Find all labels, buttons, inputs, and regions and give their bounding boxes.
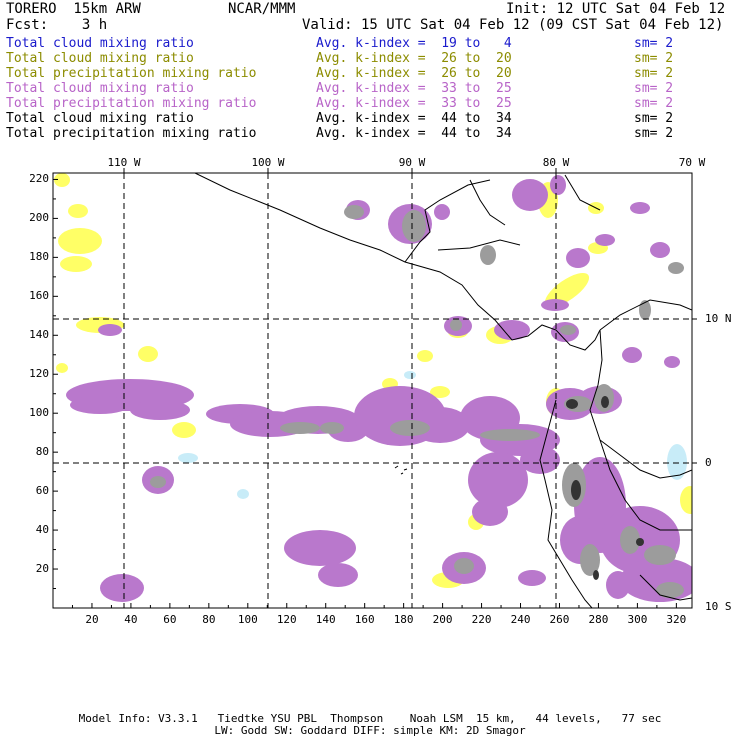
frame-ticks: [53, 168, 697, 608]
latitude-label: 0: [705, 456, 712, 469]
legend-smoothing: sm= 2: [634, 81, 674, 96]
y-grid-tick-label: 220: [29, 172, 49, 186]
x-grid-tick-label: 260: [549, 613, 570, 626]
x-grid-tick-label: 120: [276, 613, 297, 626]
gray-cloud-areas: [150, 205, 684, 598]
legend-field: Total cloud mixing ratio: [6, 81, 194, 96]
longitude-label: 110 W: [107, 156, 141, 169]
y-grid-tick-label: 140: [29, 328, 49, 342]
x-grid-tick-label: 280: [588, 613, 609, 626]
legend-kindex: Avg. k-index = 44 to 34: [316, 126, 512, 141]
legend-row: Total cloud mixing ratio Avg. k-index = 4…: [6, 111, 736, 126]
y-grid-tick-label: 120: [29, 367, 49, 381]
y-grid-tick-label: 180: [29, 250, 49, 264]
x-grid-tick-label: 140: [315, 613, 336, 626]
longitude-label: 100 W: [251, 156, 285, 169]
legend-smoothing: sm= 2: [634, 36, 674, 51]
x-grid-tick-label: 180: [393, 613, 414, 626]
legend-kindex: Avg. k-index = 33 to 25: [316, 81, 512, 96]
y-grid-tick-label: 100: [29, 406, 49, 420]
x-grid-tick-label: 300: [627, 613, 648, 626]
legend-smoothing: sm= 2: [634, 111, 674, 126]
graticule: [53, 173, 692, 608]
y-grid-tick-label: 60: [35, 484, 49, 498]
y-grid-tick-label: 200: [29, 211, 49, 225]
x-grid-tick-label: 320: [666, 613, 687, 626]
longitude-label: 80 W: [542, 156, 570, 169]
x-grid-tick-label: 80: [202, 613, 216, 626]
valid-time: Valid: 15 UTC Sat 04 Feb 12 (09 CST Sat …: [302, 17, 724, 33]
legend-row: Total cloud mixing ratio Avg. k-index = 1…: [6, 36, 736, 51]
legend-row: Total precipitation mixing ratio Avg. k-i…: [6, 66, 736, 81]
purple-cloud-areas: [66, 175, 692, 602]
x-grid-tick-label: 240: [510, 613, 531, 626]
coastlines: [194, 173, 692, 608]
latitude-label: 10 S: [705, 600, 732, 613]
legend-smoothing: sm= 2: [634, 96, 674, 111]
legend-field: Total precipitation mixing ratio: [6, 96, 257, 111]
x-grid-tick-label: 40: [124, 613, 138, 626]
center-name: NCAR/MMM: [228, 1, 296, 17]
x-grid-tick-label: 20: [85, 613, 99, 626]
x-grid-tick-label: 60: [163, 613, 177, 626]
legend-kindex: Avg. k-index = 26 to 20: [316, 51, 512, 66]
y-grid-tick-label: 80: [35, 445, 49, 459]
legend-field: Total cloud mixing ratio: [6, 111, 194, 126]
legend-row: Total cloud mixing ratio Avg. k-index = 3…: [6, 81, 736, 96]
longitude-label: 70 W: [678, 156, 706, 169]
forecast-hour: Fcst: 3 h: [6, 17, 108, 33]
y-grid-tick-label: 20: [35, 562, 49, 576]
legend-kindex: Avg. k-index = 26 to 20: [316, 66, 512, 81]
legend-kindex: Avg. k-index = 19 to 4: [316, 36, 512, 51]
footer-model-info: Model Info: V3.3.1 Tiedtke YSU PBL Thomp…: [78, 712, 662, 725]
y-grid-tick-label: 160: [29, 289, 49, 303]
init-time: Init: 12 UTC Sat 04 Feb 12: [506, 1, 726, 17]
legend-row: Total cloud mixing ratio Avg. k-index = 2…: [6, 51, 736, 66]
legend-smoothing: sm= 2: [634, 126, 674, 141]
x-grid-tick-label: 100: [237, 613, 258, 626]
x-grid-tick-label: 160: [354, 613, 375, 626]
legend-smoothing: sm= 2: [634, 66, 674, 81]
legend-field: Total precipitation mixing ratio: [6, 66, 257, 81]
footer-physics: LW: Godd SW: Goddard DIFF: simple KM: 2D…: [214, 724, 526, 737]
x-grid-tick-label: 200: [432, 613, 453, 626]
legend-field: Total precipitation mixing ratio: [6, 126, 257, 141]
legend-field: Total cloud mixing ratio: [6, 51, 194, 66]
legend-row: Total precipitation mixing ratio Avg. k-i…: [6, 126, 736, 141]
legend-smoothing: sm= 2: [634, 51, 674, 66]
latitude-label: 10 N: [705, 312, 732, 325]
model-title: TORERO 15km ARW: [6, 1, 141, 17]
legend-kindex: Avg. k-index = 44 to 34: [316, 111, 512, 126]
legend-kindex: Avg. k-index = 33 to 25: [316, 96, 512, 111]
dark-cloud-cores: [566, 396, 644, 580]
plot-frame: [52, 172, 693, 609]
legend-row: Total precipitation mixing ratio Avg. k-i…: [6, 96, 736, 111]
y-grid-tick-label: 40: [35, 523, 49, 537]
longitude-label: 90 W: [398, 156, 426, 169]
legend-field: Total cloud mixing ratio: [6, 36, 194, 51]
x-grid-tick-label: 220: [471, 613, 492, 626]
